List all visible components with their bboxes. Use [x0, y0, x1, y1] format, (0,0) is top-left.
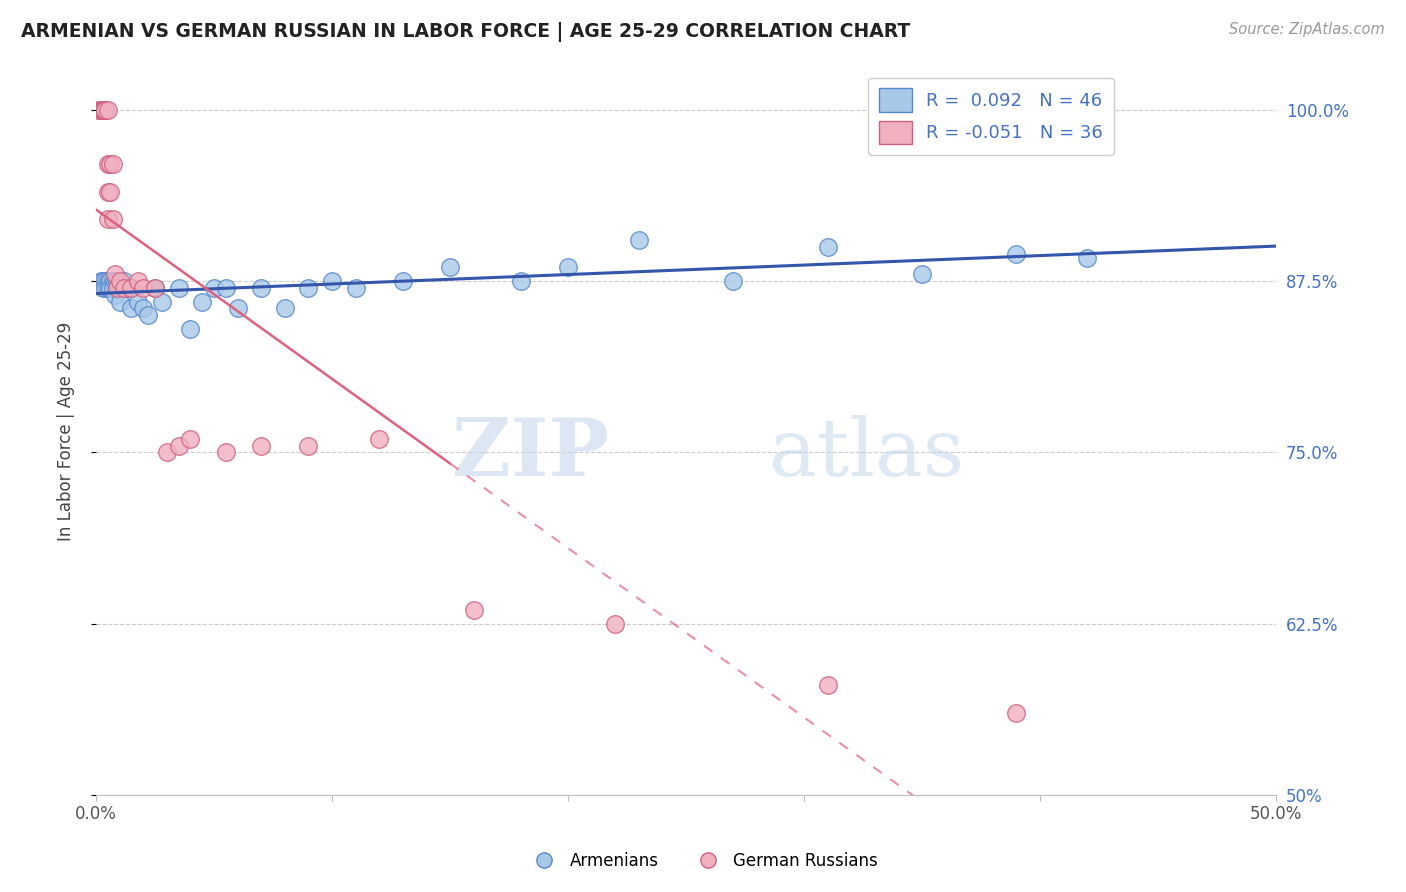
- Point: [97, 212, 120, 227]
- Point: [91, 103, 114, 117]
- Point: [98, 157, 121, 171]
- Point: [215, 281, 238, 295]
- Point: [90, 274, 112, 288]
- Point: [120, 281, 142, 295]
- Point: [97, 157, 120, 171]
- Point: [112, 274, 135, 288]
- Text: ARMENIAN VS GERMAN RUSSIAN IN LABOR FORCE | AGE 25-29 CORRELATION CHART: ARMENIAN VS GERMAN RUSSIAN IN LABOR FORC…: [21, 22, 910, 42]
- Point: [101, 157, 124, 171]
- Point: [179, 322, 201, 336]
- Point: [250, 281, 273, 295]
- Point: [91, 274, 114, 288]
- Point: [1076, 251, 1098, 265]
- Point: [297, 281, 319, 295]
- Point: [817, 678, 839, 692]
- Point: [94, 274, 117, 288]
- Point: [91, 103, 114, 117]
- Point: [94, 281, 117, 295]
- Point: [167, 438, 190, 452]
- Text: ZIP: ZIP: [453, 415, 609, 492]
- Point: [108, 274, 131, 288]
- Point: [120, 301, 142, 316]
- Point: [627, 233, 650, 247]
- Point: [215, 445, 238, 459]
- Point: [104, 287, 127, 301]
- Point: [97, 103, 120, 117]
- Point: [101, 212, 124, 227]
- Legend: Armenians, German Russians: Armenians, German Russians: [522, 846, 884, 877]
- Point: [167, 281, 190, 295]
- Point: [368, 432, 391, 446]
- Point: [557, 260, 579, 275]
- Point: [143, 281, 166, 295]
- Point: [98, 281, 121, 295]
- Point: [128, 274, 150, 288]
- Point: [817, 240, 839, 254]
- Point: [1005, 706, 1028, 720]
- Point: [321, 274, 343, 288]
- Point: [274, 301, 297, 316]
- Point: [156, 445, 179, 459]
- Point: [297, 438, 319, 452]
- Point: [439, 260, 461, 275]
- Point: [90, 103, 112, 117]
- Point: [101, 281, 124, 295]
- Point: [250, 438, 273, 452]
- Point: [112, 281, 135, 295]
- Point: [911, 267, 934, 281]
- Point: [101, 274, 124, 288]
- Point: [94, 103, 117, 117]
- Point: [98, 185, 121, 199]
- Point: [87, 103, 110, 117]
- Point: [90, 103, 112, 117]
- Point: [150, 294, 173, 309]
- Point: [605, 616, 627, 631]
- Point: [97, 281, 120, 295]
- Point: [226, 301, 249, 316]
- Point: [1005, 246, 1028, 260]
- Point: [97, 185, 120, 199]
- Point: [120, 281, 142, 295]
- Point: [143, 281, 166, 295]
- Point: [463, 603, 485, 617]
- Point: [136, 308, 159, 322]
- Point: [344, 281, 367, 295]
- Point: [94, 103, 117, 117]
- Legend: R =  0.092   N = 46, R = -0.051   N = 36: R = 0.092 N = 46, R = -0.051 N = 36: [869, 78, 1114, 154]
- Point: [128, 294, 150, 309]
- Point: [91, 103, 114, 117]
- Point: [91, 281, 114, 295]
- Point: [179, 432, 201, 446]
- Point: [97, 274, 120, 288]
- Point: [723, 274, 745, 288]
- Point: [191, 294, 214, 309]
- Point: [105, 274, 128, 288]
- Point: [108, 281, 131, 295]
- Point: [104, 267, 127, 281]
- Text: atlas: atlas: [769, 415, 963, 492]
- Point: [98, 274, 121, 288]
- Point: [105, 281, 128, 295]
- Point: [108, 294, 131, 309]
- Point: [94, 103, 117, 117]
- Point: [509, 274, 531, 288]
- Point: [202, 281, 225, 295]
- Point: [104, 274, 127, 288]
- Point: [132, 281, 155, 295]
- Point: [132, 301, 155, 316]
- Text: Source: ZipAtlas.com: Source: ZipAtlas.com: [1229, 22, 1385, 37]
- Point: [115, 281, 138, 295]
- Point: [392, 274, 415, 288]
- Y-axis label: In Labor Force | Age 25-29: In Labor Force | Age 25-29: [58, 322, 75, 541]
